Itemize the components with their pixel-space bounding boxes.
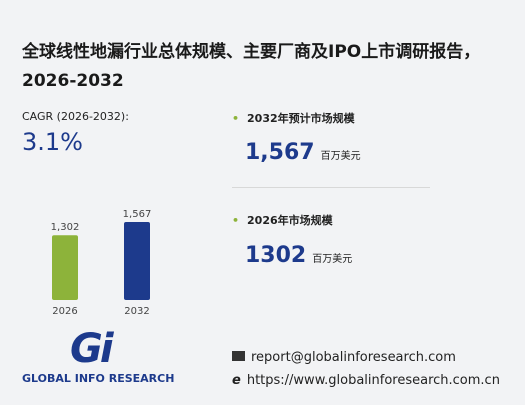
- stat-value: 1,567: [245, 140, 315, 165]
- mail-icon: [232, 351, 245, 361]
- web-icon: e: [232, 373, 241, 388]
- bar: [52, 235, 78, 300]
- title: 全球线性地漏行业总体规模、主要厂商及IPO上市调研报告，2026-2032: [22, 42, 481, 91]
- cagr-label: CAGR (2026-2032):: [22, 110, 129, 123]
- logo-mark: Gi: [70, 326, 114, 372]
- website[interactable]: https://www.globalinforesearch.com.cn: [246, 373, 500, 388]
- value-label: 1,567: [123, 209, 152, 220]
- contact: e https://www.globalinforesearch.com.cn: [232, 373, 500, 388]
- x-tick-label: 2032: [124, 306, 149, 317]
- bar: [124, 222, 150, 300]
- stat: 1302 百万美元: [245, 243, 352, 268]
- bar-chart: 1,302 2026 1,567 2032: [51, 209, 152, 317]
- stat-unit: 百万美元: [320, 151, 361, 162]
- stat-value: 1302: [245, 243, 307, 268]
- cagr-value: 3.1%: [22, 128, 83, 156]
- x-tick-label: 2026: [52, 306, 77, 317]
- divider: [232, 187, 430, 188]
- stat-unit: 百万美元: [312, 254, 353, 265]
- logo-name: GLOBAL INFO RESEARCH: [22, 372, 175, 385]
- value-label: 1,302: [51, 222, 80, 233]
- stat-label: 2026年市场规模: [232, 212, 333, 228]
- contact: report@globalinforesearch.com: [232, 350, 456, 365]
- stat: 1,567 百万美元: [245, 140, 361, 165]
- email[interactable]: report@globalinforesearch.com: [251, 350, 456, 365]
- stat-label: 2032年预计市场规模: [232, 110, 355, 126]
